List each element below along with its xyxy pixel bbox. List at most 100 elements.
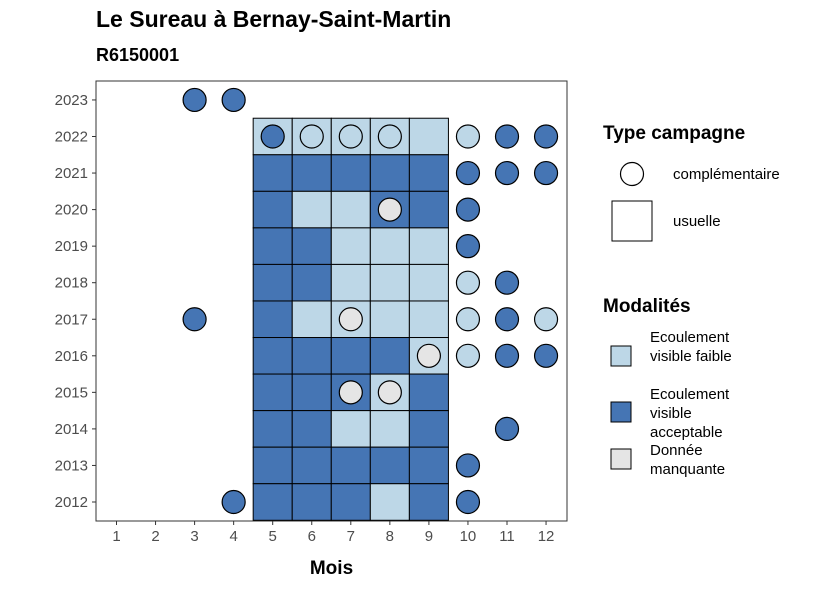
campaign-point <box>221 489 246 515</box>
heatmap-cell <box>291 227 332 265</box>
campaign-point <box>455 124 481 149</box>
heatmap-cell <box>252 227 293 265</box>
heatmap-cell <box>369 227 410 265</box>
campaign-point <box>377 124 402 149</box>
legend-mod-label-acceptable: Ecoulement visible acceptable <box>650 386 730 441</box>
x-tick-label: 7 <box>347 528 355 545</box>
heatmap-cell <box>408 190 449 229</box>
heatmap-cell <box>408 263 449 302</box>
campaign-point <box>455 343 481 368</box>
campaign-point <box>494 160 520 186</box>
y-tick-label: 2020 <box>55 202 88 219</box>
y-tick-label: 2019 <box>55 238 88 255</box>
x-tick-label: 5 <box>269 528 277 545</box>
campaign-point <box>533 124 559 149</box>
heatmap-cell <box>369 410 410 448</box>
heatmap-cell <box>330 263 371 302</box>
heatmap-cell <box>252 300 293 339</box>
x-tick-label: 1 <box>112 528 120 545</box>
campaign-point <box>494 307 520 332</box>
legend-key-acceptable <box>610 401 632 423</box>
x-tick-label: 2 <box>151 528 159 545</box>
legend-type-title: Type campagne <box>603 123 746 144</box>
y-tick-label: 2018 <box>55 275 88 292</box>
campaign-point <box>494 416 520 441</box>
campaign-point <box>221 87 246 113</box>
x-tick-label: 10 <box>460 528 477 545</box>
heatmap-cell <box>369 483 410 521</box>
heatmap-cell <box>252 446 293 485</box>
heatmap-cell <box>252 483 293 521</box>
heatmap-cell <box>369 263 410 302</box>
y-tick-label: 2023 <box>55 92 88 109</box>
heatmap-cell <box>252 410 293 448</box>
campaign-point <box>182 87 207 113</box>
campaign-point <box>416 343 441 368</box>
x-tick-label: 11 <box>499 528 515 545</box>
x-tick-label: 3 <box>190 528 198 545</box>
campaign-point <box>377 380 402 405</box>
campaign-point <box>455 270 481 295</box>
x-axis-title: Mois <box>310 558 353 579</box>
heatmap-cell <box>252 190 293 229</box>
campaign-point <box>455 307 481 332</box>
heatmap-cell <box>291 190 332 229</box>
campaign-point <box>494 343 520 368</box>
heatmap-cell <box>291 337 332 375</box>
plot-panel <box>95 80 568 522</box>
x-tick-label: 6 <box>308 528 316 545</box>
heatmap-cell <box>252 263 293 302</box>
heatmap-cell <box>369 446 410 485</box>
y-tick-label: 2021 <box>55 165 88 182</box>
heatmap-cell <box>291 446 332 485</box>
legend-type-label-usuelle: usuelle <box>673 213 721 230</box>
campaign-point <box>533 343 559 368</box>
heatmap-cell <box>330 337 371 375</box>
campaign-point <box>455 453 481 478</box>
campaign-point <box>494 124 520 149</box>
heatmap-cell <box>252 373 293 412</box>
heatmap-cell <box>408 154 449 192</box>
campaign-point <box>455 197 481 222</box>
heatmap-cell <box>408 227 449 265</box>
heatmap-cell <box>330 410 371 448</box>
heatmap-cell <box>291 263 332 302</box>
campaign-point <box>455 160 481 186</box>
campaign-point <box>182 307 207 332</box>
campaign-point <box>494 270 520 295</box>
y-tick-label: 2022 <box>55 129 88 146</box>
y-tick-label: 2016 <box>55 348 88 365</box>
x-tick-label: 12 <box>538 528 555 545</box>
heatmap-cell <box>252 337 293 375</box>
y-tick-label: 2014 <box>55 421 88 438</box>
heatmap-cell <box>252 154 293 192</box>
heatmap-cell <box>369 337 410 375</box>
legend-key-manquante <box>610 448 632 470</box>
y-tick-label: 2017 <box>55 311 88 328</box>
legend-mod-label-faible: Ecoulement visible faible <box>650 329 732 365</box>
heatmap-cell <box>330 446 371 485</box>
campaign-point <box>338 380 363 405</box>
campaign-point <box>455 234 481 259</box>
heatmap-cell <box>408 446 449 485</box>
heatmap-cell <box>330 483 371 521</box>
campaign-point <box>533 307 559 332</box>
heatmap-cell <box>408 300 449 339</box>
heatmap-cell <box>330 154 371 192</box>
campaign-point <box>299 124 324 149</box>
heatmap-cell <box>408 483 449 521</box>
y-tick-label: 2012 <box>55 494 88 511</box>
campaign-point <box>338 307 363 332</box>
legend-type-label-complementaire: complémentaire <box>673 166 780 183</box>
heatmap-cell <box>291 300 332 339</box>
heatmap-cell <box>408 117 449 156</box>
legend-modalites-title: Modalités <box>603 296 691 317</box>
legend-mod-label-manquante: Donnée manquante <box>650 442 726 478</box>
heatmap-cell <box>330 227 371 265</box>
heatmap-cell <box>291 483 332 521</box>
heatmap-cell <box>330 190 371 229</box>
legend-key-faible <box>610 345 632 367</box>
y-tick-label: 2015 <box>55 384 88 401</box>
campaign-point <box>533 160 559 186</box>
